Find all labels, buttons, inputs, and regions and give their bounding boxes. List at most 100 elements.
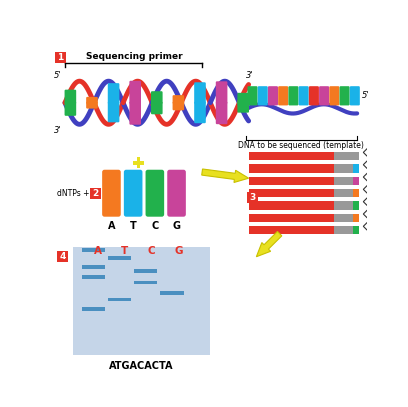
Text: 3: 3 — [249, 193, 256, 202]
Bar — [248, 177, 334, 185]
Text: 1: 1 — [57, 53, 63, 62]
Bar — [137, 158, 140, 168]
FancyBboxPatch shape — [129, 81, 141, 104]
FancyBboxPatch shape — [258, 86, 268, 105]
Text: 4: 4 — [60, 252, 66, 261]
Bar — [169, 171, 184, 177]
FancyBboxPatch shape — [90, 188, 101, 199]
Bar — [353, 201, 359, 210]
FancyBboxPatch shape — [248, 86, 257, 105]
Polygon shape — [364, 186, 371, 193]
Text: 3': 3' — [54, 126, 62, 135]
Bar — [134, 269, 157, 273]
Bar — [104, 171, 119, 177]
Polygon shape — [256, 232, 282, 257]
Bar — [248, 164, 334, 173]
Bar — [334, 226, 359, 234]
Polygon shape — [364, 149, 371, 156]
FancyBboxPatch shape — [299, 86, 309, 105]
Bar — [334, 214, 359, 222]
FancyBboxPatch shape — [167, 170, 186, 217]
FancyBboxPatch shape — [237, 93, 249, 104]
FancyBboxPatch shape — [102, 170, 121, 217]
Bar — [334, 189, 359, 197]
Polygon shape — [364, 173, 371, 181]
Bar — [82, 248, 105, 252]
Bar — [73, 247, 210, 354]
FancyBboxPatch shape — [55, 52, 66, 63]
FancyBboxPatch shape — [329, 86, 339, 105]
FancyBboxPatch shape — [278, 86, 288, 105]
FancyBboxPatch shape — [319, 86, 329, 105]
Bar — [125, 171, 141, 177]
Bar — [248, 226, 334, 234]
Text: A: A — [108, 221, 115, 230]
Text: A: A — [93, 246, 102, 256]
Text: 2: 2 — [92, 189, 98, 198]
Polygon shape — [364, 198, 371, 206]
Text: 3': 3' — [246, 71, 253, 80]
FancyBboxPatch shape — [288, 86, 299, 105]
Bar — [248, 201, 334, 210]
FancyBboxPatch shape — [194, 82, 206, 104]
Bar — [248, 214, 334, 222]
Bar — [334, 152, 359, 160]
Bar — [82, 265, 105, 269]
FancyBboxPatch shape — [268, 86, 278, 105]
FancyBboxPatch shape — [216, 102, 227, 124]
FancyBboxPatch shape — [237, 102, 249, 113]
Text: Sequencing primer: Sequencing primer — [86, 52, 182, 61]
FancyBboxPatch shape — [173, 102, 184, 110]
Text: C: C — [148, 246, 155, 256]
Bar — [334, 201, 359, 210]
Bar — [108, 298, 131, 302]
Text: G: G — [175, 246, 183, 256]
Bar — [353, 164, 359, 173]
FancyBboxPatch shape — [173, 95, 184, 104]
FancyBboxPatch shape — [247, 192, 258, 203]
Bar — [82, 307, 105, 311]
Bar — [133, 161, 144, 164]
FancyBboxPatch shape — [194, 102, 206, 123]
Bar — [82, 275, 105, 279]
Bar — [334, 164, 359, 173]
Bar — [248, 152, 334, 160]
Text: 5': 5' — [362, 90, 369, 100]
Bar — [353, 226, 359, 234]
Polygon shape — [364, 210, 371, 218]
Polygon shape — [364, 223, 371, 230]
Text: T: T — [121, 246, 128, 256]
FancyBboxPatch shape — [146, 170, 164, 217]
Text: 5': 5' — [54, 71, 62, 80]
Bar — [108, 256, 131, 260]
Polygon shape — [202, 169, 248, 182]
Bar — [334, 177, 359, 185]
FancyBboxPatch shape — [350, 86, 360, 105]
Polygon shape — [364, 161, 371, 168]
FancyBboxPatch shape — [216, 81, 227, 104]
Text: T: T — [130, 221, 137, 230]
FancyBboxPatch shape — [86, 102, 98, 109]
Text: ATGACACTA: ATGACACTA — [109, 361, 173, 371]
FancyBboxPatch shape — [57, 252, 68, 262]
FancyBboxPatch shape — [64, 102, 76, 116]
FancyBboxPatch shape — [151, 91, 163, 104]
FancyBboxPatch shape — [339, 86, 350, 105]
Bar — [134, 280, 157, 284]
Text: dNTPs + dd: dNTPs + dd — [57, 189, 101, 198]
FancyBboxPatch shape — [108, 83, 120, 104]
FancyBboxPatch shape — [64, 90, 76, 104]
Bar — [353, 177, 359, 185]
FancyBboxPatch shape — [86, 97, 98, 104]
Bar — [248, 189, 334, 197]
Bar — [353, 189, 359, 197]
FancyBboxPatch shape — [151, 102, 163, 114]
Text: DNA to be sequenced (template): DNA to be sequenced (template) — [238, 141, 364, 150]
FancyBboxPatch shape — [129, 102, 141, 125]
FancyBboxPatch shape — [309, 86, 319, 105]
FancyBboxPatch shape — [108, 102, 120, 123]
FancyBboxPatch shape — [124, 170, 142, 217]
Bar — [353, 214, 359, 222]
Text: G: G — [173, 221, 181, 230]
Bar — [160, 291, 184, 295]
